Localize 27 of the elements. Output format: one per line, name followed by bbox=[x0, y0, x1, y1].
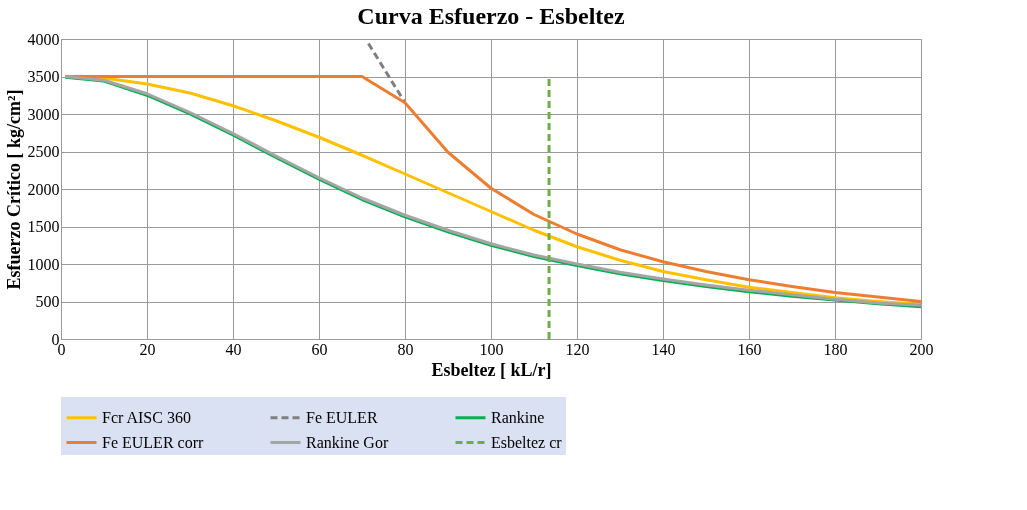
y-tick-label: 1500 bbox=[27, 218, 60, 235]
x-tick-label: 20 bbox=[139, 340, 156, 358]
legend-label: Rankine bbox=[491, 408, 545, 426]
x-axis-title: Esbeltez [ kL/r] bbox=[431, 359, 552, 380]
x-tick-label: 160 bbox=[737, 340, 762, 358]
legend-label: Fe EULER corr bbox=[102, 433, 204, 451]
x-tick-label: 140 bbox=[651, 340, 676, 358]
y-tick-label: 2000 bbox=[27, 180, 60, 198]
legend-label: Esbeltez cr bbox=[491, 433, 563, 451]
legend-label: Rankine Gor bbox=[306, 433, 389, 451]
y-tick-label: 500 bbox=[35, 293, 60, 310]
y-tick-label: 4000 bbox=[27, 30, 60, 48]
y-tick-label: 2500 bbox=[27, 143, 60, 160]
x-tick-label: 60 bbox=[311, 340, 328, 358]
chart-title: Curva Esfuerzo - Esbeltez bbox=[357, 3, 625, 29]
x-tick-label: 200 bbox=[909, 340, 934, 358]
x-tick-label: 180 bbox=[823, 340, 848, 358]
y-axis-title: Esfuerzo Crítico [ kg/cm²] bbox=[3, 89, 24, 290]
x-tick-label: 40 bbox=[225, 340, 242, 358]
legend-label: Fcr AISC 360 bbox=[102, 408, 191, 426]
legend-label: Fe EULER bbox=[306, 408, 378, 426]
x-tick-label: 100 bbox=[479, 340, 504, 358]
y-tick-label: 3000 bbox=[27, 105, 60, 123]
y-tick-label: 1000 bbox=[27, 255, 60, 273]
x-tick-label: 80 bbox=[397, 340, 414, 358]
x-tick-label: 120 bbox=[565, 340, 590, 358]
y-tick-label: 3500 bbox=[27, 68, 60, 85]
